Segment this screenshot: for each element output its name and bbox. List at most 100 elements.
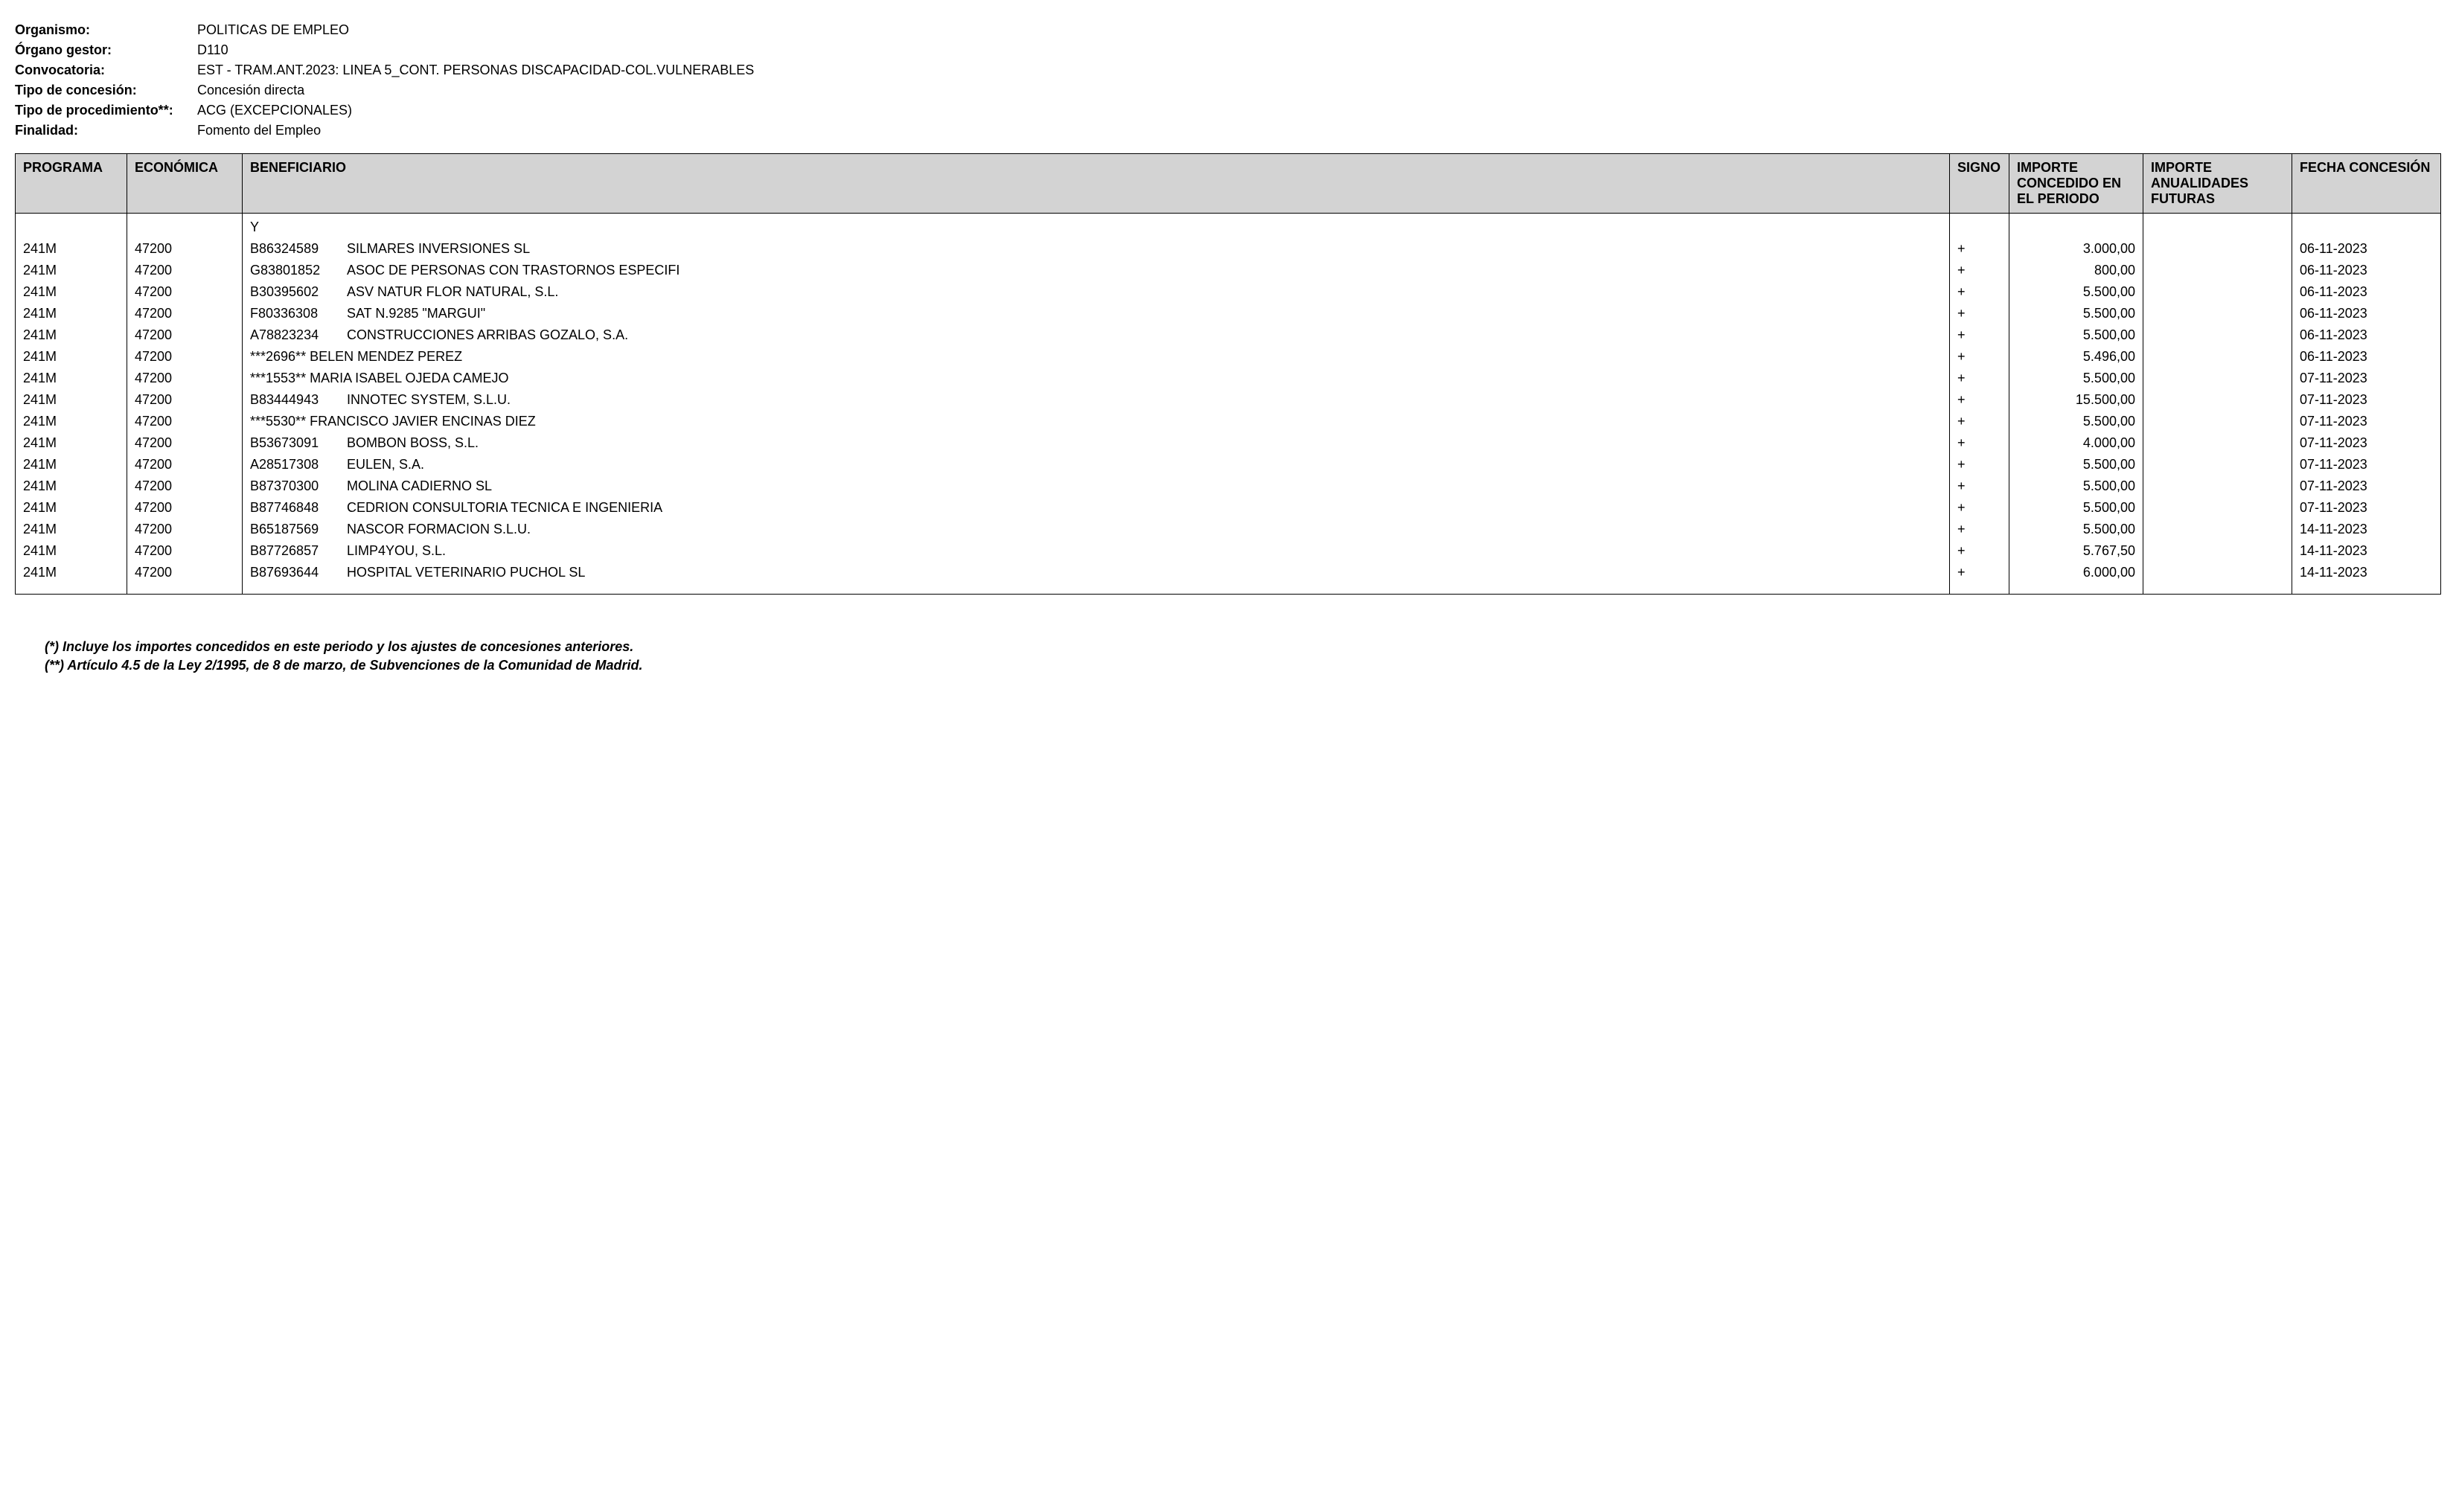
- cell-signo: +: [1950, 238, 2009, 260]
- beneficiario-name: CONSTRUCCIONES ARRIBAS GOZALO, S.A.: [347, 327, 1942, 343]
- cell-fecha: 07-11-2023: [2292, 411, 2441, 432]
- cell-economica: 47200: [127, 432, 243, 454]
- cell-economica: 47200: [127, 540, 243, 562]
- cell-importe-periodo: 5.500,00: [2009, 324, 2143, 346]
- cell-signo: +: [1950, 562, 2009, 595]
- header-label: Organismo:: [15, 22, 197, 38]
- cell-importe-futuras: [2143, 281, 2292, 303]
- beneficiario-name: BOMBON BOSS, S.L.: [347, 435, 1942, 451]
- header-label: Tipo de concesión:: [15, 83, 197, 98]
- cell-economica: 47200: [127, 303, 243, 324]
- beneficiario-name: SILMARES INVERSIONES SL: [347, 241, 1942, 257]
- cell-fecha: 06-11-2023: [2292, 346, 2441, 368]
- cell-beneficiario: A28517308EULEN, S.A.: [243, 454, 1950, 475]
- cell-economica: 47200: [127, 238, 243, 260]
- cell-programa: 241M: [16, 562, 127, 595]
- cell-signo: +: [1950, 303, 2009, 324]
- footnote: (**) Artículo 4.5 de la Ley 2/1995, de 8…: [45, 658, 2441, 673]
- beneficiario-name: BELEN MENDEZ PEREZ: [310, 349, 462, 364]
- cell-programa: 241M: [16, 324, 127, 346]
- col-header-programa: PROGRAMA: [16, 154, 127, 214]
- cell-fecha: 06-11-2023: [2292, 324, 2441, 346]
- table-row: 241M47200B87693644HOSPITAL VETERINARIO P…: [16, 562, 2441, 595]
- beneficiario-id: B87370300: [250, 478, 347, 494]
- header-label: Tipo de procedimiento**:: [15, 103, 197, 118]
- cell-fecha: 07-11-2023: [2292, 497, 2441, 519]
- header-value: Fomento del Empleo: [197, 123, 321, 138]
- cell-economica: 47200: [127, 475, 243, 497]
- beneficiario-name: Y: [250, 220, 259, 234]
- table-row: 241M47200***5530** FRANCISCO JAVIER ENCI…: [16, 411, 2441, 432]
- cell-fecha: 06-11-2023: [2292, 303, 2441, 324]
- beneficiario-id: B30395602: [250, 284, 347, 300]
- beneficiario-name: MARIA ISABEL OJEDA CAMEJO: [310, 371, 508, 385]
- beneficiario-name: MOLINA CADIERNO SL: [347, 478, 1942, 494]
- header-row: Órgano gestor:D110: [15, 42, 2441, 58]
- beneficiario-id: B86324589: [250, 241, 347, 257]
- cell-signo: +: [1950, 475, 2009, 497]
- col-header-signo: SIGNO: [1950, 154, 2009, 214]
- beneficiario-id: F80336308: [250, 306, 347, 321]
- table-header-row: PROGRAMA ECONÓMICA BENEFICIARIO SIGNO IM…: [16, 154, 2441, 214]
- beneficiario-id: A28517308: [250, 457, 347, 472]
- beneficiario-id: B87693644: [250, 565, 347, 580]
- beneficiario-id: B53673091: [250, 435, 347, 451]
- cell-fecha: 07-11-2023: [2292, 432, 2441, 454]
- cell-programa: 241M: [16, 368, 127, 389]
- data-table: PROGRAMA ECONÓMICA BENEFICIARIO SIGNO IM…: [15, 153, 2441, 595]
- cell-economica: 47200: [127, 260, 243, 281]
- beneficiario-id: ***5530**: [250, 414, 310, 429]
- header-row: Tipo de procedimiento**:ACG (EXCEPCIONAL…: [15, 103, 2441, 118]
- cell-signo: +: [1950, 432, 2009, 454]
- beneficiario-name: FRANCISCO JAVIER ENCINAS DIEZ: [310, 414, 536, 429]
- cell-beneficiario: ***2696** BELEN MENDEZ PEREZ: [243, 346, 1950, 368]
- cell-fecha: 06-11-2023: [2292, 281, 2441, 303]
- table-row: 241M47200B30395602ASV NATUR FLOR NATURAL…: [16, 281, 2441, 303]
- cell-signo: +: [1950, 540, 2009, 562]
- cell-importe-futuras: [2143, 368, 2292, 389]
- cell-programa: 241M: [16, 346, 127, 368]
- cell-beneficiario: B65187569NASCOR FORMACION S.L.U.: [243, 519, 1950, 540]
- cell-programa: 241M: [16, 281, 127, 303]
- table-row: 241M47200F80336308SAT N.9285 "MARGUI"+5.…: [16, 303, 2441, 324]
- header-value: EST - TRAM.ANT.2023: LINEA 5_CONT. PERSO…: [197, 63, 754, 78]
- header-value: POLITICAS DE EMPLEO: [197, 22, 349, 38]
- cell-beneficiario: B53673091BOMBON BOSS, S.L.: [243, 432, 1950, 454]
- cell-importe-periodo: 5.500,00: [2009, 454, 2143, 475]
- header-row: Organismo:POLITICAS DE EMPLEO: [15, 22, 2441, 38]
- cell-importe-futuras: [2143, 411, 2292, 432]
- cell-importe-periodo: 15.500,00: [2009, 389, 2143, 411]
- table-row: 241M47200B53673091BOMBON BOSS, S.L.+4.00…: [16, 432, 2441, 454]
- cell-importe-futuras: [2143, 389, 2292, 411]
- cell-beneficiario: B86324589SILMARES INVERSIONES SL: [243, 238, 1950, 260]
- cell-fecha: 06-11-2023: [2292, 238, 2441, 260]
- cell-fecha: [2292, 214, 2441, 239]
- cell-programa: 241M: [16, 540, 127, 562]
- header-value: D110: [197, 42, 228, 58]
- cell-economica: 47200: [127, 497, 243, 519]
- beneficiario-id: A78823234: [250, 327, 347, 343]
- cell-importe-futuras: [2143, 303, 2292, 324]
- col-header-fecha: FECHA CONCESIÓN: [2292, 154, 2441, 214]
- table-row: 241M47200B65187569NASCOR FORMACION S.L.U…: [16, 519, 2441, 540]
- header-label: Finalidad:: [15, 123, 197, 138]
- cell-signo: +: [1950, 368, 2009, 389]
- footnotes: (*) Incluye los importes concedidos en e…: [15, 639, 2441, 673]
- cell-fecha: 14-11-2023: [2292, 562, 2441, 595]
- beneficiario-name: HOSPITAL VETERINARIO PUCHOL SL: [347, 565, 1942, 580]
- cell-importe-futuras: [2143, 540, 2292, 562]
- cell-programa: 241M: [16, 497, 127, 519]
- cell-fecha: 07-11-2023: [2292, 454, 2441, 475]
- cell-programa: 241M: [16, 303, 127, 324]
- cell-programa: 241M: [16, 454, 127, 475]
- cell-beneficiario: B30395602ASV NATUR FLOR NATURAL, S.L.: [243, 281, 1950, 303]
- col-header-importe-futuras: IMPORTE ANUALIDADES FUTURAS: [2143, 154, 2292, 214]
- cell-importe-periodo: 6.000,00: [2009, 562, 2143, 595]
- cell-importe-periodo: [2009, 214, 2143, 239]
- cell-programa: 241M: [16, 519, 127, 540]
- beneficiario-id: B65187569: [250, 522, 347, 537]
- cell-programa: 241M: [16, 432, 127, 454]
- cell-beneficiario: B87726857LIMP4YOU, S.L.: [243, 540, 1950, 562]
- cell-importe-futuras: [2143, 214, 2292, 239]
- cell-beneficiario: ***1553** MARIA ISABEL OJEDA CAMEJO: [243, 368, 1950, 389]
